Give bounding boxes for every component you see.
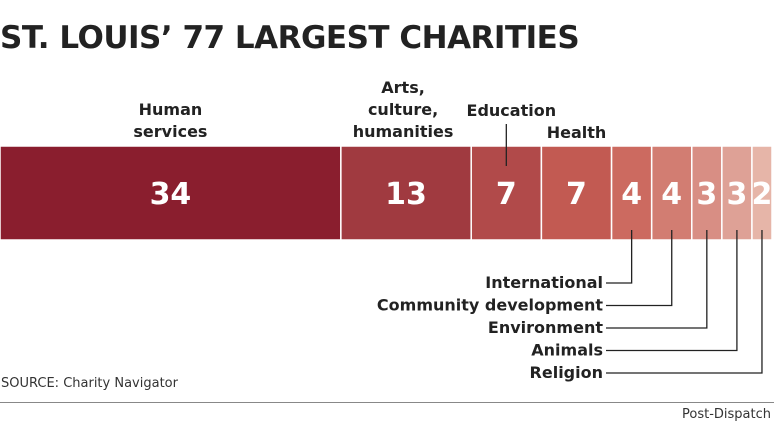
category-label-human-services: Human services xyxy=(133,100,207,141)
category-label-international: International xyxy=(485,273,603,292)
bar-segment-environment xyxy=(691,145,723,241)
category-label-arts-culture-humanities: Arts, culture, humanities xyxy=(353,78,454,141)
category-label-animals: Animals xyxy=(531,341,603,360)
value-label-education: 7 xyxy=(496,177,517,212)
source-note: SOURCE: Charity Navigator xyxy=(1,376,178,391)
bar-segment-health xyxy=(540,145,613,241)
value-label-animals: 3 xyxy=(726,177,747,212)
value-label-environment: 3 xyxy=(696,177,717,212)
chart-title: ST. LOUIS’ 77 LARGEST CHARITIES xyxy=(0,20,580,56)
category-label-education: Education xyxy=(467,101,557,120)
value-label-arts-culture-humanities: 13 xyxy=(385,177,427,212)
leader-line-international xyxy=(606,230,633,284)
bar-segment-human-services xyxy=(0,145,342,241)
leader-line-animals xyxy=(606,230,738,352)
bar-segment-arts-culture-humanities xyxy=(340,145,472,241)
value-label-health: 7 xyxy=(566,177,587,212)
leader-line-religion xyxy=(606,230,763,374)
leader-lines xyxy=(505,124,763,374)
credit-line: Post-Dispatch xyxy=(682,407,771,422)
value-labels: 34 13 7 7 4 4 3 3 2 xyxy=(150,177,773,212)
value-label-community-development: 4 xyxy=(661,177,682,212)
leader-line-environment xyxy=(606,230,708,329)
value-label-religion: 2 xyxy=(752,177,773,212)
category-label-environment: Environment xyxy=(488,318,603,337)
category-label-health: Health xyxy=(547,123,607,142)
leader-line-community-development xyxy=(606,230,673,307)
divider xyxy=(0,402,774,403)
value-label-human-services: 34 xyxy=(150,177,192,212)
value-label-international: 4 xyxy=(621,177,642,212)
category-label-community-development: Community development xyxy=(377,296,603,315)
bar-segment-community-development xyxy=(650,145,693,241)
category-labels: Human services Arts, culture, humanities Educ… xyxy=(133,78,606,382)
category-label-religion: Religion xyxy=(530,363,603,382)
